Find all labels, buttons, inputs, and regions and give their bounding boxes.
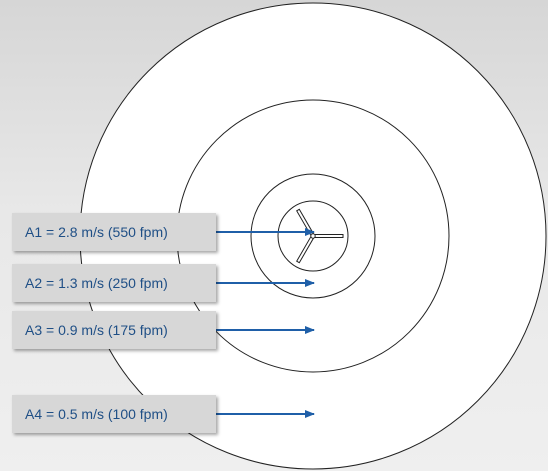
zone-label-a2: A2 = 1.3 m/s (250 fpm) xyxy=(12,264,216,302)
zone-label-a3-text: A3 = 0.9 m/s (175 fpm) xyxy=(25,322,168,338)
zone-label-a4-text: A4 = 0.5 m/s (100 fpm) xyxy=(25,406,168,422)
zone-label-a4: A4 = 0.5 m/s (100 fpm) xyxy=(12,395,216,433)
zone-label-a3: A3 = 0.9 m/s (175 fpm) xyxy=(12,311,216,349)
zone-label-a2-text: A2 = 1.3 m/s (250 fpm) xyxy=(25,275,168,291)
zone-label-a1: A1 = 2.8 m/s (550 fpm) xyxy=(12,213,216,251)
zone-label-a1-text: A1 = 2.8 m/s (550 fpm) xyxy=(25,224,168,240)
